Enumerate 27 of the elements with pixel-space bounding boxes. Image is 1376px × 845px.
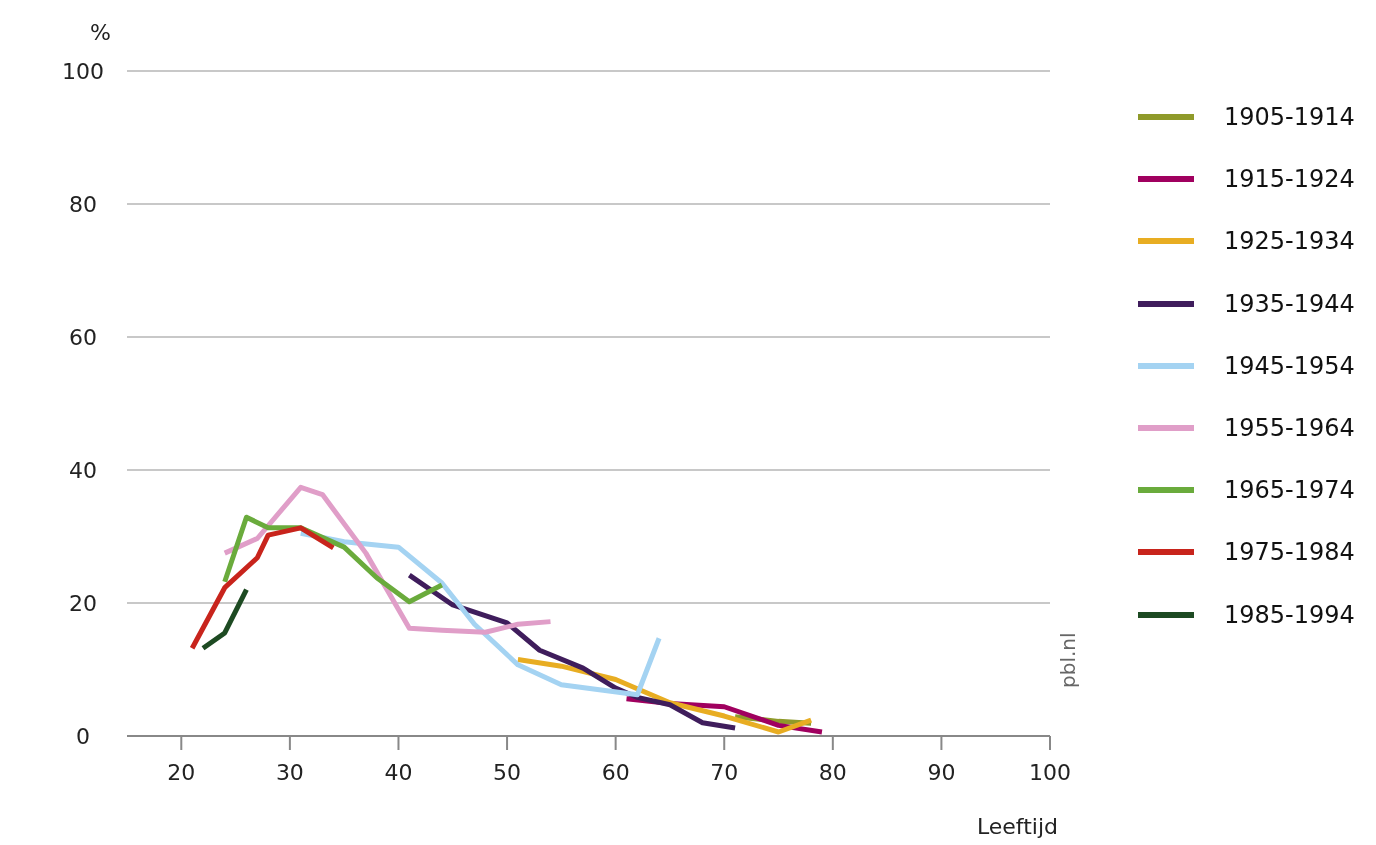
legend-label: 1965-1974 bbox=[1224, 476, 1355, 505]
x-tick-label: 40 bbox=[384, 759, 413, 785]
y-tick-label: 0 bbox=[76, 723, 90, 749]
x-tick-label: 60 bbox=[601, 759, 630, 785]
legend-label: 1925-1934 bbox=[1224, 227, 1355, 256]
x-tick-label: 80 bbox=[818, 759, 847, 785]
y-tick-label: 100 bbox=[62, 58, 104, 84]
legend-label: 1945-1954 bbox=[1224, 351, 1355, 380]
x-tick-label: 70 bbox=[710, 759, 739, 785]
legend-label: 1955-1964 bbox=[1224, 414, 1355, 443]
x-tick-label: 20 bbox=[167, 759, 196, 785]
legend-label: 1915-1924 bbox=[1224, 165, 1355, 194]
x-tick-label: 90 bbox=[927, 759, 956, 785]
x-axis-title: Leeftijd bbox=[975, 814, 1058, 839]
legend-label: 1905-1914 bbox=[1224, 103, 1355, 132]
text: pbl.nl bbox=[1056, 632, 1080, 688]
y-tick-label: 20 bbox=[69, 590, 97, 616]
x-tick-label: 50 bbox=[493, 759, 522, 785]
y-axis-title: % bbox=[90, 20, 111, 45]
x-tick-label: 100 bbox=[1029, 759, 1071, 785]
y-tick-label: 60 bbox=[69, 324, 97, 350]
legend-label: 1975-1984 bbox=[1224, 538, 1355, 567]
y-tick-label: 40 bbox=[69, 457, 97, 483]
legend-label: 1935-1944 bbox=[1224, 289, 1355, 318]
legend-label: 1985-1994 bbox=[1224, 600, 1355, 629]
y-tick-label: 80 bbox=[69, 191, 97, 217]
x-tick-label: 30 bbox=[275, 759, 304, 785]
